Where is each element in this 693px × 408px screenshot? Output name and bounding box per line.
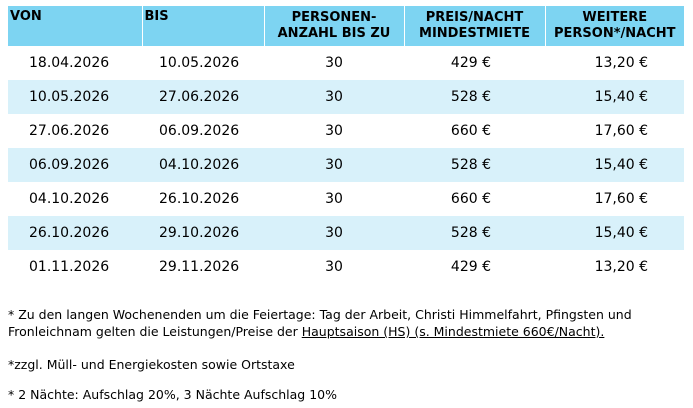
header-weitere-line1: WEITERE	[582, 10, 648, 25]
cell-von: 04.10.2026	[29, 191, 110, 207]
header-personen-line1: PERSONEN-	[291, 10, 377, 25]
cell-bis: 06.09.2026	[159, 123, 240, 139]
cell-preis: 528 €	[404, 216, 545, 250]
price-table: VON BIS PERSONEN- ANZAHL BIS ZU PREIS/NA…	[8, 6, 684, 284]
table-row: 06.09.2026 04.10.2026 30 528 € 15,40 €	[8, 148, 684, 182]
cell-personen: 30	[264, 216, 404, 250]
footnote-extra-costs: *zzgl. Müll- und Energiekosten sowie Ort…	[8, 357, 295, 372]
cell-personen: 30	[325, 191, 343, 207]
header-weitere: WEITERE PERSON*/NACHT	[544, 6, 684, 46]
cell-bis: 26.10.2026	[159, 191, 240, 207]
table-body: 18.04.2026 10.05.2026 30 429 € 13,20 € 1…	[8, 46, 684, 284]
cell-preis: 429 €	[450, 55, 491, 71]
cell-preis: 528 €	[404, 80, 545, 114]
footnote-surcharge: * 2 Nächte: Aufschlag 20%, 3 Nächte Aufs…	[8, 387, 337, 402]
header-bis: BIS	[141, 6, 264, 46]
cell-von: 18.04.2026	[29, 55, 110, 71]
cell-von: 01.11.2026	[29, 259, 110, 275]
cell-weitere: 13,20 €	[594, 55, 648, 71]
cell-personen: 30	[264, 80, 404, 114]
cell-weitere: 13,20 €	[594, 259, 648, 275]
cell-preis: 429 €	[450, 259, 491, 275]
cell-preis: 660 €	[450, 123, 491, 139]
footnote-holidays-text: * Zu den langen Wochenenden um die Feier…	[8, 307, 632, 339]
cell-personen: 30	[264, 148, 404, 182]
footnote-holidays: * Zu den langen Wochenenden um die Feier…	[8, 306, 684, 340]
cell-von: 10.05.2026	[8, 80, 142, 114]
cell-personen: 30	[325, 55, 343, 71]
cell-personen: 30	[325, 259, 343, 275]
header-preis-line1: PREIS/NACHT	[425, 10, 524, 25]
hauptsaison-link[interactable]: Hauptsaison (HS) (s. Mindestmiete 660€/N…	[301, 324, 605, 339]
cell-bis: 29.11.2026	[159, 259, 240, 275]
cell-von: 26.10.2026	[8, 216, 142, 250]
table-row: 27.06.2026 06.09.2026 30 660 € 17,60 €	[8, 114, 684, 148]
cell-weitere: 15,40 €	[545, 80, 684, 114]
header-preis-line2: MINDESTMIETE	[419, 26, 530, 41]
cell-weitere: 15,40 €	[545, 216, 684, 250]
cell-von: 06.09.2026	[8, 148, 142, 182]
cell-personen: 30	[325, 123, 343, 139]
header-personen-line2: ANZAHL BIS ZU	[277, 26, 391, 41]
table-row: 18.04.2026 10.05.2026 30 429 € 13,20 €	[8, 46, 684, 80]
table-row: 01.11.2026 29.11.2026 30 429 € 13,20 €	[8, 250, 684, 284]
table-row: 04.10.2026 26.10.2026 30 660 € 17,60 €	[8, 182, 684, 216]
header-von: VON	[8, 6, 142, 46]
cell-weitere: 17,60 €	[594, 123, 648, 139]
cell-weitere: 17,60 €	[594, 191, 648, 207]
cell-weitere: 15,40 €	[545, 148, 684, 182]
header-personen: PERSONEN- ANZAHL BIS ZU	[263, 6, 404, 46]
cell-preis: 528 €	[404, 148, 545, 182]
header-weitere-line2: PERSON*/NACHT	[554, 26, 676, 41]
table-row: 10.05.2026 27.06.2026 30 528 € 15,40 €	[8, 80, 684, 114]
table-header: VON BIS PERSONEN- ANZAHL BIS ZU PREIS/NA…	[8, 6, 684, 46]
cell-bis: 10.05.2026	[159, 55, 240, 71]
cell-von: 27.06.2026	[29, 123, 110, 139]
header-preis: PREIS/NACHT MINDESTMIETE	[403, 6, 545, 46]
table-row: 26.10.2026 29.10.2026 30 528 € 15,40 €	[8, 216, 684, 250]
cell-bis: 29.10.2026	[142, 216, 264, 250]
cell-bis: 27.06.2026	[142, 80, 264, 114]
cell-bis: 04.10.2026	[142, 148, 264, 182]
cell-preis: 660 €	[450, 191, 491, 207]
